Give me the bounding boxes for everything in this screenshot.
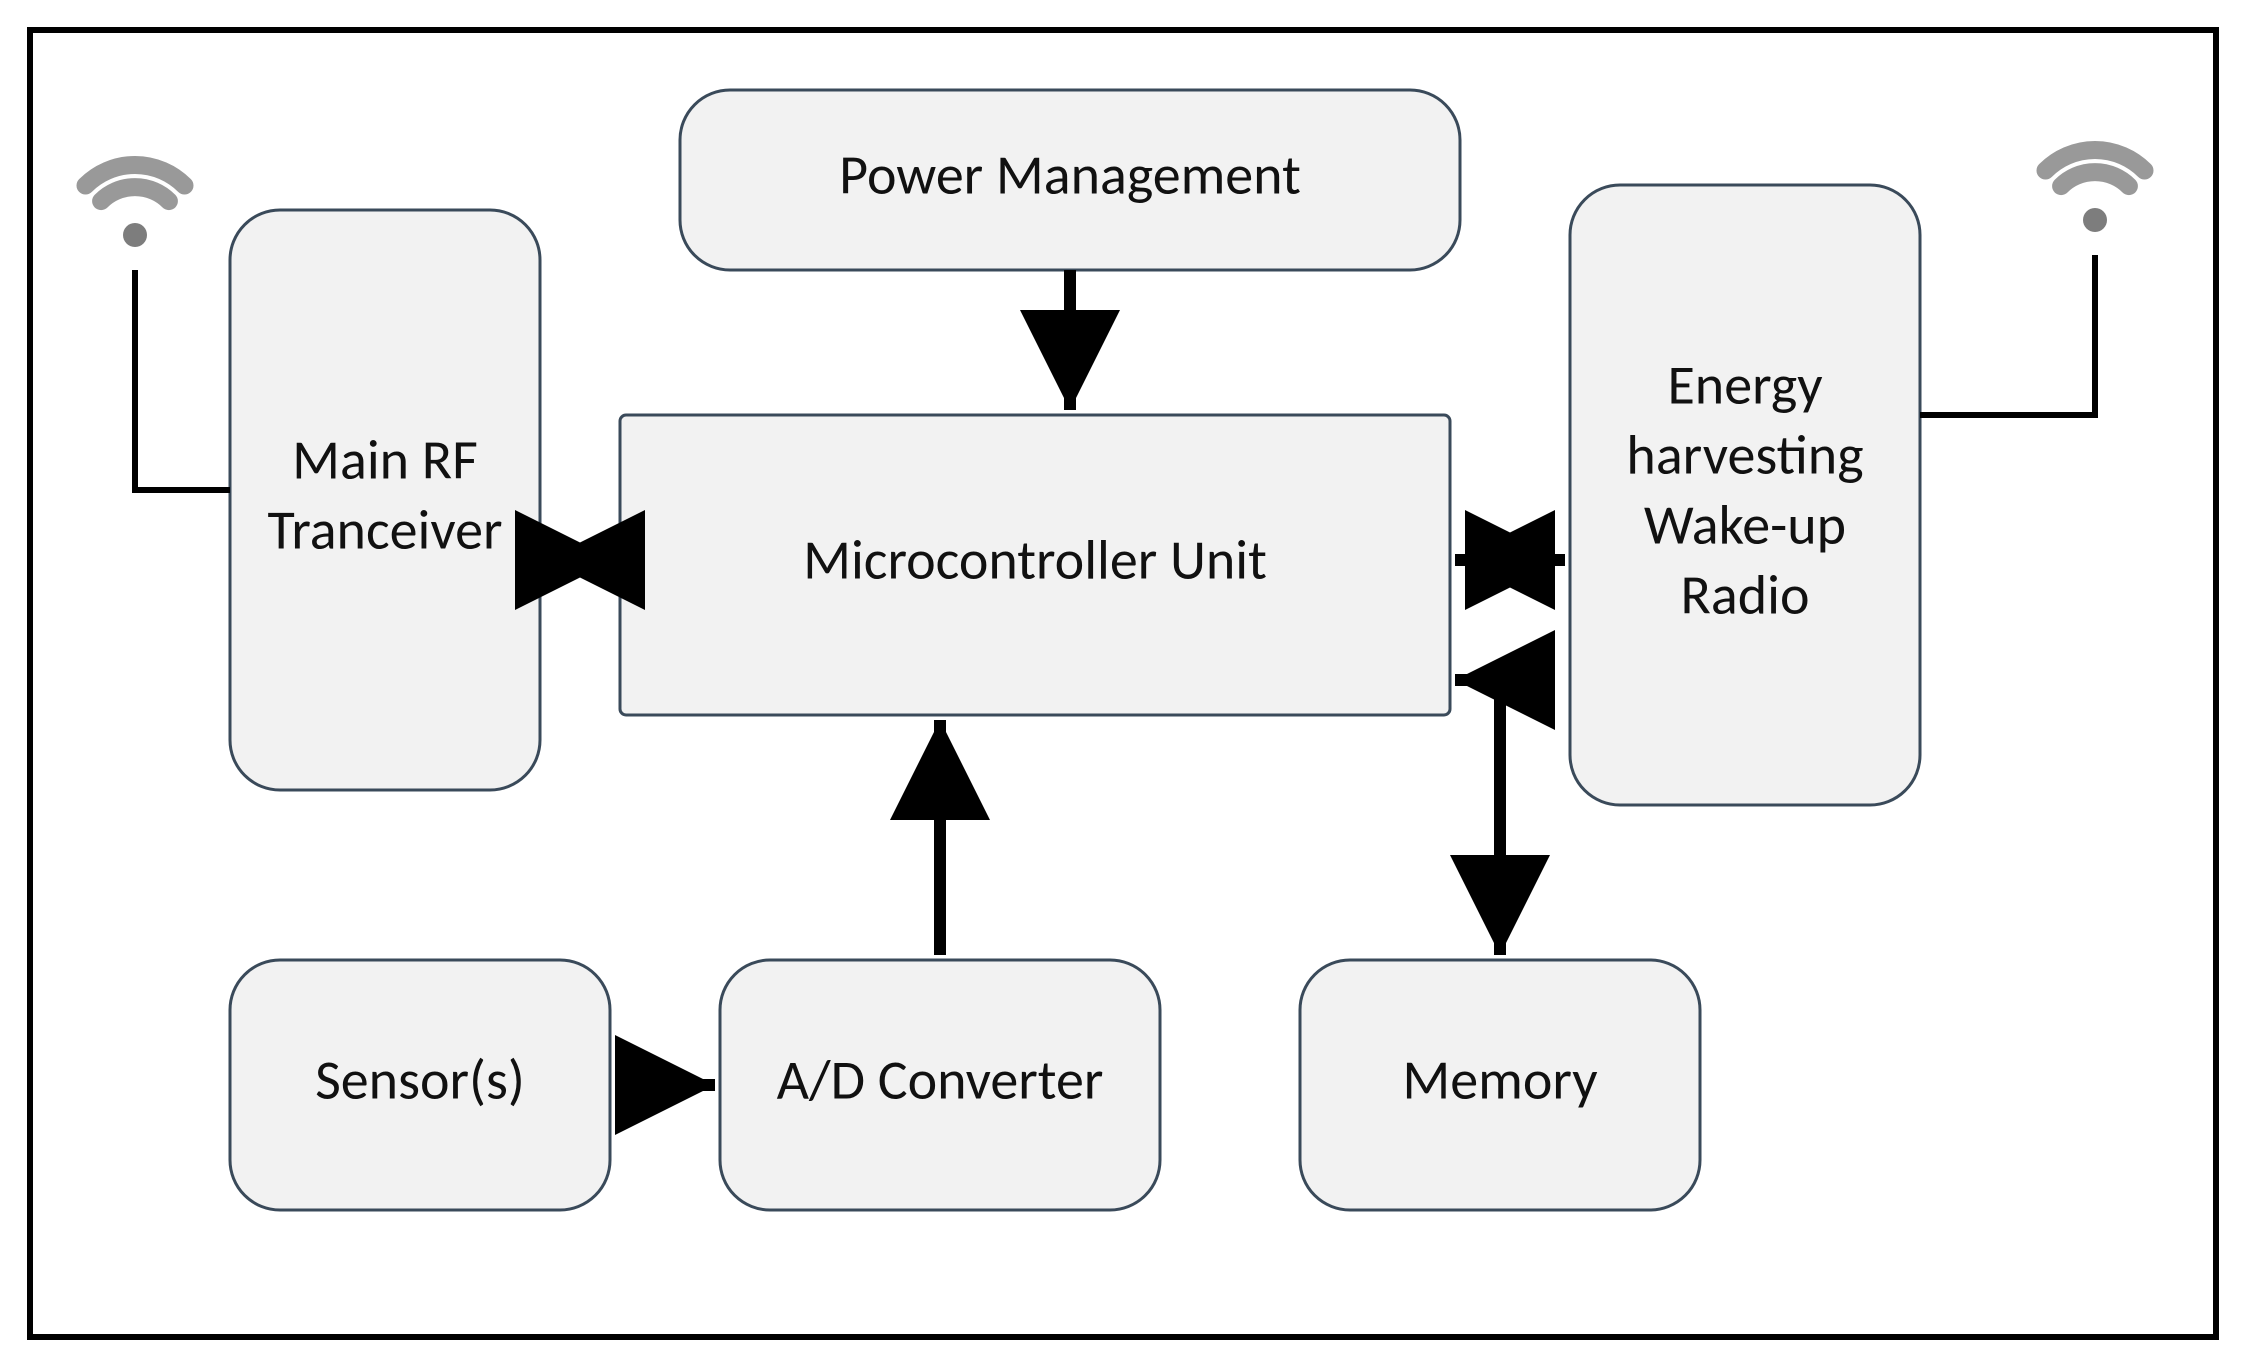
node-adc-label: A/D Converter: [777, 1046, 1104, 1114]
wifi-dot-icon: [123, 223, 147, 247]
node-sensors-label: Sensor(s): [315, 1046, 525, 1114]
node-energy-label: Wake-up: [1644, 491, 1846, 559]
node-memory-label: Memory: [1402, 1046, 1597, 1114]
node-energy-label: Energy: [1667, 351, 1822, 419]
node-adc: A/D Converter: [720, 960, 1160, 1210]
node-mcu-label: Microcontroller Unit: [803, 526, 1267, 594]
node-rf-label: Tranceiver: [268, 496, 503, 564]
node-memory: Memory: [1300, 960, 1700, 1210]
node-mcu: Microcontroller Unit: [620, 415, 1450, 715]
block-diagram: Power Management Microcontroller Unit Main…: [0, 0, 2246, 1367]
node-energy: EnergyharvestingWake-upRadio: [1570, 185, 1920, 805]
node-sensors: Sensor(s): [230, 960, 610, 1210]
node-rf: Main RFTranceiver: [230, 210, 540, 790]
node-energy-label: Radio: [1680, 561, 1809, 629]
node-power: Power Management: [680, 90, 1460, 270]
wifi-dot-icon: [2083, 208, 2107, 232]
node-power-label: Power Management: [839, 141, 1301, 209]
node-energy-label: harvesting: [1626, 421, 1863, 489]
node-rf-label: Main RF: [292, 426, 478, 494]
